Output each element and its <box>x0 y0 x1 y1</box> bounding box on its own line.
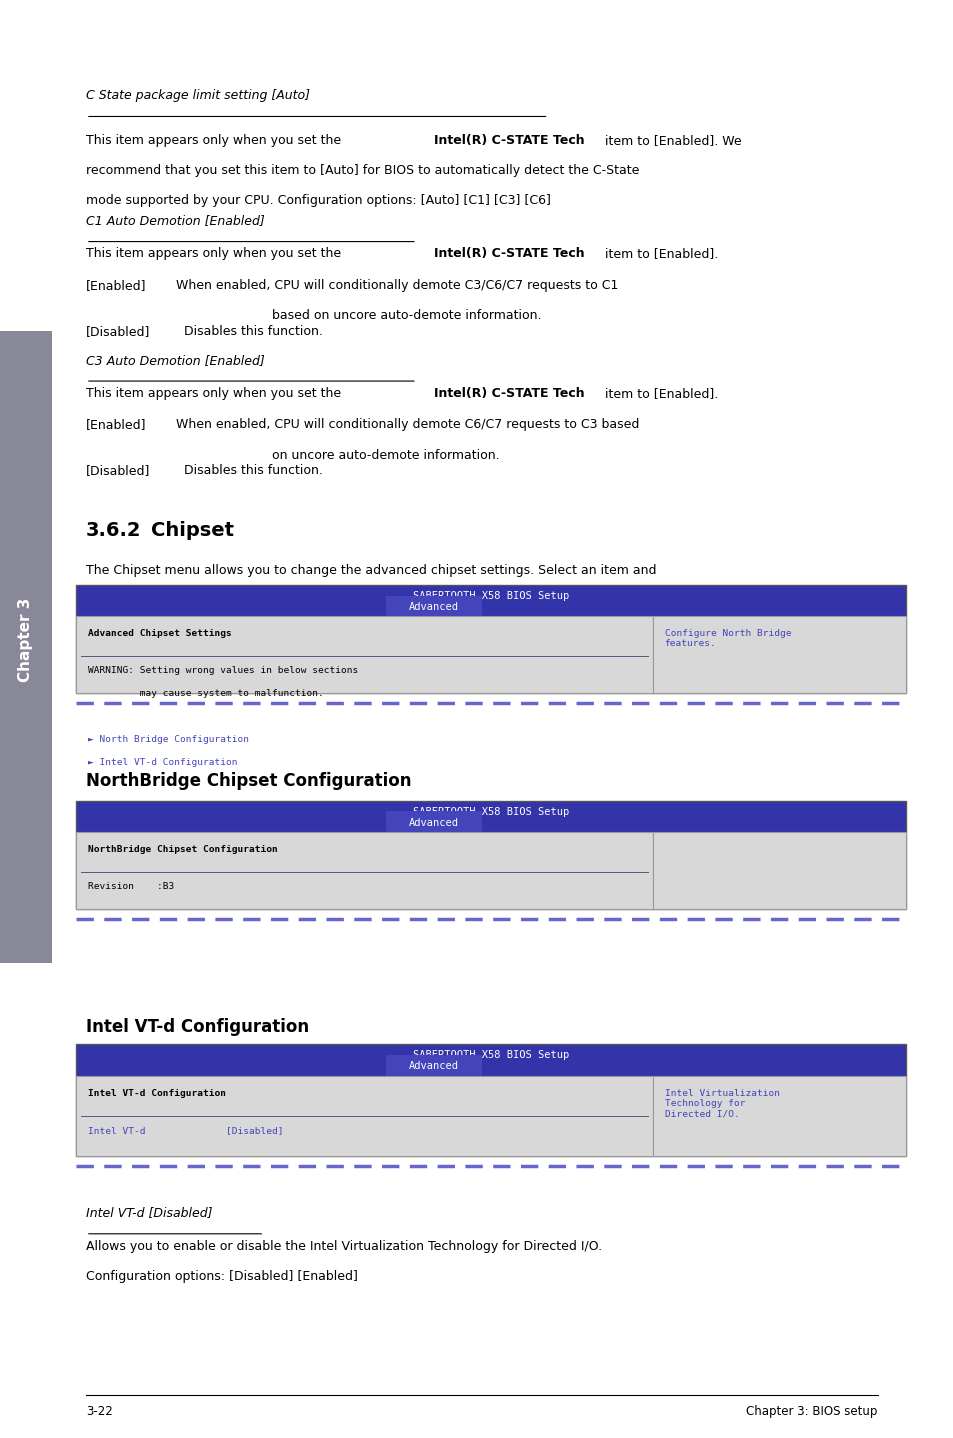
Text: [Disabled]: [Disabled] <box>86 325 150 338</box>
Text: Advanced: Advanced <box>409 1061 458 1071</box>
FancyBboxPatch shape <box>76 831 653 909</box>
Text: The Chipset menu allows you to change the advanced chipset settings. Select an i: The Chipset menu allows you to change th… <box>86 564 656 577</box>
Text: mode supported by your CPU. Configuration options: [Auto] [C1] [C3] [C6]: mode supported by your CPU. Configuratio… <box>86 194 550 207</box>
Text: ► North Bridge Configuration: ► North Bridge Configuration <box>88 735 249 745</box>
Text: Chapter 3: Chapter 3 <box>18 598 33 682</box>
Text: Intel(R) C-STATE Tech: Intel(R) C-STATE Tech <box>434 134 584 147</box>
Text: Intel VT-d [Disabled]: Intel VT-d [Disabled] <box>86 1206 213 1219</box>
Text: [Enabled]: [Enabled] <box>86 279 146 292</box>
Text: When enabled, CPU will conditionally demote C6/C7 requests to C3 based: When enabled, CPU will conditionally dem… <box>176 418 639 431</box>
Text: recommend that you set this item to [Auto] for BIOS to automatically detect the : recommend that you set this item to [Aut… <box>86 164 639 177</box>
Text: based on uncore auto-demote information.: based on uncore auto-demote information. <box>272 309 540 322</box>
FancyBboxPatch shape <box>386 595 481 615</box>
Text: Configuration options: [Disabled] [Enabled]: Configuration options: [Disabled] [Enabl… <box>86 1270 357 1283</box>
Text: Revision    :B3: Revision :B3 <box>88 881 173 892</box>
Text: Disables this function.: Disables this function. <box>184 464 323 477</box>
Text: Intel VT-d Configuration: Intel VT-d Configuration <box>88 1089 226 1099</box>
Text: C3 Auto Demotion [Enabled]: C3 Auto Demotion [Enabled] <box>86 354 264 367</box>
Text: Intel(R) C-STATE Tech: Intel(R) C-STATE Tech <box>434 387 584 400</box>
FancyBboxPatch shape <box>653 615 905 693</box>
FancyBboxPatch shape <box>0 331 52 963</box>
Text: Configure North Bridge
features.: Configure North Bridge features. <box>664 628 790 649</box>
Text: NorthBridge Chipset Configuration: NorthBridge Chipset Configuration <box>86 772 411 791</box>
Text: C1 Auto Demotion [Enabled]: C1 Auto Demotion [Enabled] <box>86 214 264 227</box>
Text: Chipset: Chipset <box>151 521 233 539</box>
Text: SABERTOOTH X58 BIOS Setup: SABERTOOTH X58 BIOS Setup <box>413 807 569 817</box>
Text: may cause system to malfunction.: may cause system to malfunction. <box>88 689 323 699</box>
Text: item to [Enabled].: item to [Enabled]. <box>600 247 718 260</box>
Text: This item appears only when you set the: This item appears only when you set the <box>86 387 345 400</box>
FancyBboxPatch shape <box>386 811 481 831</box>
Text: C State package limit setting [Auto]: C State package limit setting [Auto] <box>86 89 310 102</box>
Text: item to [Enabled]. We: item to [Enabled]. We <box>600 134 740 147</box>
Text: 3.6.2: 3.6.2 <box>86 521 141 539</box>
Text: Advanced Chipset Settings: Advanced Chipset Settings <box>88 628 232 638</box>
Text: This item appears only when you set the: This item appears only when you set the <box>86 134 345 147</box>
Text: SABERTOOTH X58 BIOS Setup: SABERTOOTH X58 BIOS Setup <box>413 591 569 601</box>
Text: SABERTOOTH X58 BIOS Setup: SABERTOOTH X58 BIOS Setup <box>413 1050 569 1060</box>
FancyBboxPatch shape <box>76 585 905 693</box>
Text: Advanced: Advanced <box>409 818 458 827</box>
Text: WARNING: Setting wrong values in below sections: WARNING: Setting wrong values in below s… <box>88 666 357 676</box>
Text: Disables this function.: Disables this function. <box>184 325 323 338</box>
Text: [Enabled]: [Enabled] <box>86 418 146 431</box>
Text: Intel VT-d Configuration: Intel VT-d Configuration <box>86 1018 309 1037</box>
Text: Intel VT-d              [Disabled]: Intel VT-d [Disabled] <box>88 1126 283 1136</box>
FancyBboxPatch shape <box>386 1054 481 1076</box>
Text: Intel Virtualization
Technology for
Directed I/O.: Intel Virtualization Technology for Dire… <box>664 1089 779 1119</box>
Text: ► Intel VT-d Configuration: ► Intel VT-d Configuration <box>88 758 237 768</box>
Text: item to [Enabled].: item to [Enabled]. <box>600 387 718 400</box>
Text: NorthBridge Chipset Configuration: NorthBridge Chipset Configuration <box>88 844 277 854</box>
Text: Allows you to enable or disable the Intel Virtualization Technology for Directed: Allows you to enable or disable the Inte… <box>86 1240 601 1252</box>
FancyBboxPatch shape <box>76 801 905 909</box>
Text: press <Enter> to display the submenu.: press <Enter> to display the submenu. <box>86 594 333 607</box>
FancyBboxPatch shape <box>76 1076 653 1156</box>
Text: Intel(R) C-STATE Tech: Intel(R) C-STATE Tech <box>434 247 584 260</box>
Text: 3-22: 3-22 <box>86 1405 112 1418</box>
FancyBboxPatch shape <box>653 831 905 909</box>
Text: Advanced: Advanced <box>409 603 458 611</box>
Text: When enabled, CPU will conditionally demote C3/C6/C7 requests to C1: When enabled, CPU will conditionally dem… <box>176 279 618 292</box>
FancyBboxPatch shape <box>653 1076 905 1156</box>
Text: on uncore auto-demote information.: on uncore auto-demote information. <box>272 449 499 462</box>
FancyBboxPatch shape <box>76 1044 905 1156</box>
Text: This item appears only when you set the: This item appears only when you set the <box>86 247 345 260</box>
Text: Chapter 3: BIOS setup: Chapter 3: BIOS setup <box>745 1405 877 1418</box>
Text: [Disabled]: [Disabled] <box>86 464 150 477</box>
FancyBboxPatch shape <box>76 615 653 693</box>
